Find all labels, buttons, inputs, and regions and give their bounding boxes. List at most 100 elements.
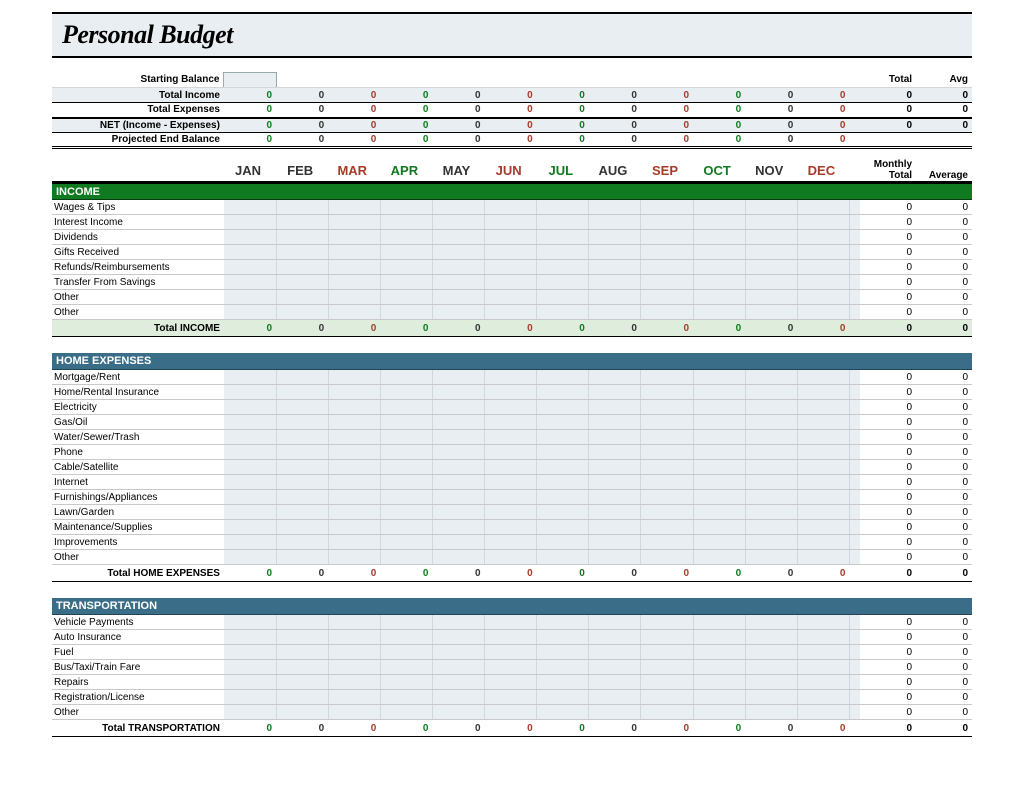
line-item-cell[interactable] [589,535,641,550]
line-item-cell[interactable] [380,645,432,660]
line-item-cell[interactable] [745,460,797,475]
line-item-cell[interactable] [328,230,380,245]
line-item-cell[interactable] [328,520,380,535]
line-item-cell[interactable] [589,275,641,290]
line-item-cell[interactable] [641,520,693,535]
line-item-cell[interactable] [328,305,380,320]
line-item-cell[interactable] [641,490,693,505]
line-item-cell[interactable] [745,535,797,550]
summary-cell[interactable]: 0 [432,103,484,118]
line-item-cell[interactable] [485,245,537,260]
line-item-cell[interactable] [589,615,641,630]
line-item-cell[interactable] [224,230,276,245]
line-item-cell[interactable] [328,550,380,565]
line-item-cell[interactable] [745,615,797,630]
line-item-cell[interactable] [224,245,276,260]
line-item-cell[interactable] [745,215,797,230]
line-item-cell[interactable] [745,505,797,520]
summary-cell[interactable]: 0 [485,88,537,103]
line-item-cell[interactable] [380,475,432,490]
line-item-cell[interactable] [380,200,432,215]
line-item-cell[interactable] [589,490,641,505]
line-item-cell[interactable] [797,260,849,275]
line-item-cell[interactable] [537,400,589,415]
line-item-cell[interactable] [641,400,693,415]
line-item-cell[interactable] [537,675,589,690]
line-item-cell[interactable] [589,215,641,230]
summary-cell[interactable]: 0 [745,103,797,118]
line-item-cell[interactable] [328,385,380,400]
line-item-cell[interactable] [485,460,537,475]
line-item-cell[interactable] [328,290,380,305]
line-item-cell[interactable] [589,445,641,460]
summary-cell[interactable]: 0 [485,133,537,148]
line-item-cell[interactable] [537,615,589,630]
line-item-cell[interactable] [224,505,276,520]
line-item-cell[interactable] [641,430,693,445]
line-item-cell[interactable] [589,630,641,645]
line-item-cell[interactable] [224,705,276,720]
line-item-cell[interactable] [641,660,693,675]
line-item-cell[interactable] [641,475,693,490]
line-item-cell[interactable] [432,520,484,535]
line-item-cell[interactable] [745,490,797,505]
line-item-cell[interactable] [589,305,641,320]
line-item-cell[interactable] [693,660,745,675]
line-item-cell[interactable] [537,460,589,475]
summary-cell[interactable]: 0 [693,133,745,148]
line-item-cell[interactable] [797,645,849,660]
summary-cell[interactable]: 0 [432,88,484,103]
line-item-cell[interactable] [589,430,641,445]
line-item-cell[interactable] [432,305,484,320]
line-item-cell[interactable] [485,630,537,645]
line-item-cell[interactable] [432,430,484,445]
line-item-cell[interactable] [537,415,589,430]
summary-cell[interactable]: 0 [641,118,693,133]
line-item-cell[interactable] [641,230,693,245]
line-item-cell[interactable] [745,550,797,565]
line-item-cell[interactable] [693,305,745,320]
line-item-cell[interactable] [276,660,328,675]
line-item-cell[interactable] [641,645,693,660]
line-item-cell[interactable] [485,615,537,630]
summary-cell[interactable]: 0 [745,118,797,133]
line-item-cell[interactable] [328,505,380,520]
line-item-cell[interactable] [693,520,745,535]
summary-cell[interactable]: 0 [485,103,537,118]
line-item-cell[interactable] [276,290,328,305]
line-item-cell[interactable] [589,415,641,430]
line-item-cell[interactable] [276,645,328,660]
summary-cell[interactable]: 0 [276,103,328,118]
line-item-cell[interactable] [693,550,745,565]
line-item-cell[interactable] [224,660,276,675]
line-item-cell[interactable] [276,460,328,475]
line-item-cell[interactable] [693,490,745,505]
line-item-cell[interactable] [224,550,276,565]
line-item-cell[interactable] [797,230,849,245]
line-item-cell[interactable] [224,520,276,535]
line-item-cell[interactable] [693,370,745,385]
line-item-cell[interactable] [485,275,537,290]
line-item-cell[interactable] [589,290,641,305]
summary-cell[interactable]: 0 [797,133,849,148]
line-item-cell[interactable] [745,445,797,460]
summary-cell[interactable]: 0 [224,133,276,148]
line-item-cell[interactable] [589,370,641,385]
line-item-cell[interactable] [485,305,537,320]
summary-cell[interactable]: 0 [537,88,589,103]
line-item-cell[interactable] [276,630,328,645]
line-item-cell[interactable] [432,535,484,550]
line-item-cell[interactable] [537,535,589,550]
summary-cell[interactable]: 0 [485,118,537,133]
line-item-cell[interactable] [276,415,328,430]
line-item-cell[interactable] [797,690,849,705]
summary-cell[interactable]: 0 [276,88,328,103]
line-item-cell[interactable] [589,260,641,275]
line-item-cell[interactable] [224,615,276,630]
line-item-cell[interactable] [693,475,745,490]
line-item-cell[interactable] [641,200,693,215]
line-item-cell[interactable] [485,550,537,565]
line-item-cell[interactable] [380,290,432,305]
line-item-cell[interactable] [745,475,797,490]
line-item-cell[interactable] [432,230,484,245]
